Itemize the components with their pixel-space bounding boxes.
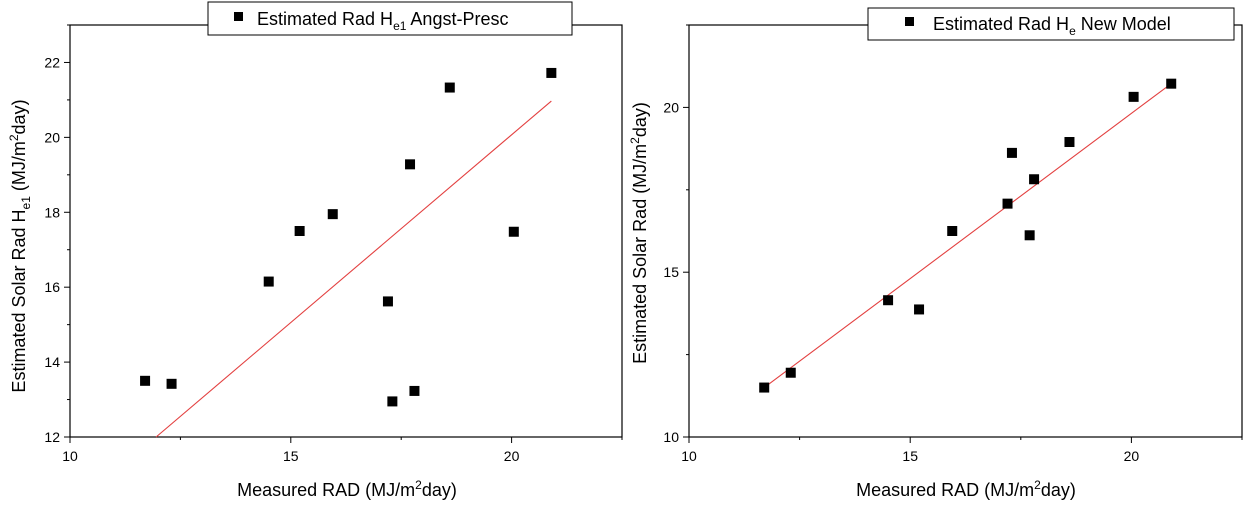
data-point xyxy=(382,296,393,307)
data-point xyxy=(1064,137,1075,148)
data-point xyxy=(546,67,557,78)
x-tick-label: 20 xyxy=(504,448,520,464)
x-tick-label: 10 xyxy=(681,448,697,464)
data-point xyxy=(387,396,398,407)
data-point xyxy=(1029,174,1040,185)
data-point xyxy=(1002,198,1013,209)
y-tick-label: 15 xyxy=(663,264,679,280)
legend-left: Estimated Rad He1 Angst-Presc xyxy=(207,1,573,36)
y-tick-label: 20 xyxy=(44,129,60,145)
data-point xyxy=(409,385,420,396)
data-point xyxy=(1024,230,1035,241)
y-axis-title-right: Estimated Solar Rad (MJ/m2day) xyxy=(628,102,650,364)
data-point xyxy=(947,226,958,236)
x-axis-title-right: Measured RAD (MJ/m2day) xyxy=(856,478,1076,500)
tick-labels-left: 10 15 20 12 14 16 18 20 22 xyxy=(44,54,519,464)
data-points-right xyxy=(759,78,1177,393)
y-tick-label: 12 xyxy=(44,429,60,445)
fit-line-left xyxy=(155,100,552,438)
y-tick-label: 22 xyxy=(44,54,60,70)
y-tick-label: 20 xyxy=(663,99,679,115)
legend-right: Estimated Rad He New Model xyxy=(867,7,1235,41)
data-point xyxy=(508,226,519,237)
plot-frame-right xyxy=(688,24,1243,438)
chart-left: 10 15 20 12 14 16 18 20 22 Estimated Rad He1 Ang… xyxy=(7,1,623,500)
y-tick-label: 14 xyxy=(44,354,60,370)
fit-line-right xyxy=(763,83,1172,389)
legend-label-right: Estimated Rad He New Model xyxy=(933,14,1171,38)
data-point xyxy=(1166,78,1177,89)
x-tick-label: 10 xyxy=(62,448,78,464)
data-point xyxy=(294,226,305,236)
x-tick-label: 15 xyxy=(283,448,299,464)
x-tick-label: 15 xyxy=(902,448,918,464)
tick-marks-right xyxy=(683,24,1243,443)
data-point xyxy=(444,82,455,93)
plot-frame-left xyxy=(69,24,623,438)
data-point xyxy=(263,276,274,287)
data-point xyxy=(759,382,770,393)
legend-box-left xyxy=(207,1,573,36)
data-points-left xyxy=(140,67,557,407)
y-tick-label: 18 xyxy=(44,204,60,220)
legend-marker-right xyxy=(905,17,914,26)
x-tick-label: 20 xyxy=(1124,448,1140,464)
tick-labels-right: 10 15 20 10 15 20 xyxy=(663,99,1139,464)
data-point xyxy=(1006,147,1017,158)
data-point xyxy=(166,378,177,389)
tick-marks-left xyxy=(64,24,623,443)
data-point xyxy=(785,367,796,378)
data-point xyxy=(883,295,894,306)
legend-box-right xyxy=(867,7,1235,41)
data-point xyxy=(914,304,925,315)
data-point xyxy=(327,209,338,220)
legend-marker-left xyxy=(234,12,243,21)
data-point xyxy=(1128,91,1139,102)
data-point xyxy=(140,375,151,386)
x-axis-title-left: Measured RAD (MJ/m2day) xyxy=(237,478,457,500)
legend-label-left: Estimated Rad He1 Angst-Presc xyxy=(257,9,508,33)
data-point xyxy=(405,159,416,170)
y-axis-title-left: Estimated Solar Rad He1 (MJ/m2day) xyxy=(7,99,33,392)
y-tick-label: 10 xyxy=(663,429,679,445)
y-tick-label: 16 xyxy=(44,279,60,295)
